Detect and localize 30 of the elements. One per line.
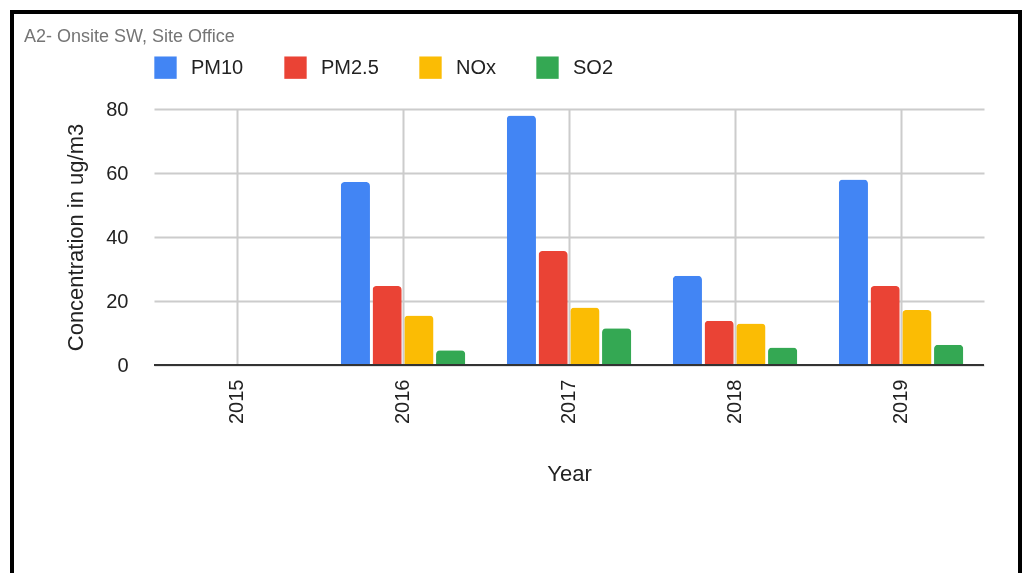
bar bbox=[538, 251, 568, 365]
y-tick-label: 60 bbox=[106, 161, 129, 184]
bar bbox=[404, 315, 434, 365]
x-tick-label: 2016 bbox=[391, 379, 413, 424]
y-tick-label: 80 bbox=[106, 97, 129, 120]
x-tick-label: 2018 bbox=[723, 379, 745, 424]
legend-label: NOx bbox=[456, 55, 496, 78]
bar bbox=[870, 285, 900, 365]
y-axis-title: Concentration in ug/m3 bbox=[63, 123, 89, 352]
x-tick-label: 2019 bbox=[889, 379, 911, 424]
x-axis-title: Year bbox=[547, 460, 592, 486]
bar bbox=[340, 181, 370, 365]
bar bbox=[602, 328, 632, 365]
bar bbox=[570, 307, 600, 365]
bar bbox=[902, 309, 932, 365]
bar bbox=[704, 320, 734, 365]
y-tick-label: 20 bbox=[106, 289, 129, 312]
bar bbox=[838, 179, 868, 365]
legend-label: PM2.5 bbox=[321, 55, 379, 78]
y-tick-label: 40 bbox=[106, 225, 129, 248]
bar bbox=[672, 275, 702, 365]
bar bbox=[372, 285, 402, 365]
legend-label: PM10 bbox=[191, 55, 244, 78]
y-tick-label: 0 bbox=[117, 353, 129, 376]
bar bbox=[736, 323, 766, 365]
x-tick-label: 2015 bbox=[225, 379, 247, 424]
x-tick-label: 2017 bbox=[557, 379, 579, 424]
legend-label: SO2 bbox=[573, 55, 614, 78]
bar bbox=[506, 115, 536, 365]
chart-title: A2- Onsite SW, Site Office bbox=[24, 26, 235, 46]
